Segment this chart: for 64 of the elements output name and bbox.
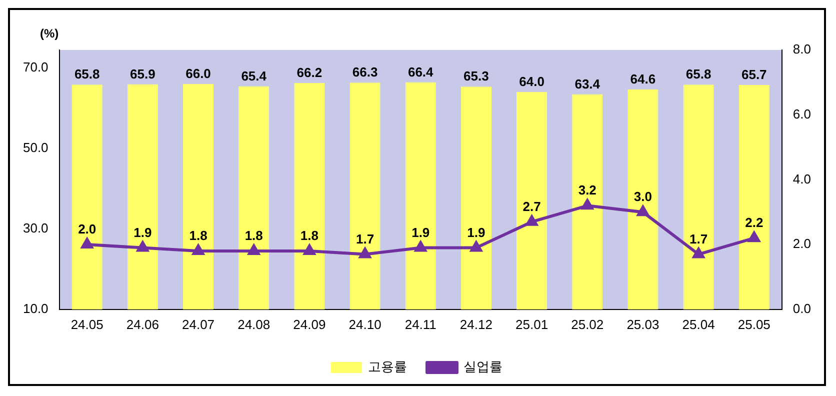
y-tick-label: 30.0: [22, 220, 48, 236]
point: [81, 238, 93, 249]
x-tick-label: 24.11: [404, 316, 436, 332]
data-label: 65.8: [74, 66, 100, 82]
x-tick-label: 24.05: [70, 316, 104, 332]
data-label: 65.7: [741, 67, 767, 82]
data-label: 66.2: [296, 65, 322, 80]
data-label: 1.8: [244, 228, 263, 244]
y2-tick-label: 8.0: [792, 42, 812, 57]
y-axis-title: (%): [40, 26, 59, 40]
data-label: 1.9: [134, 224, 152, 240]
data-label: 64.0: [519, 74, 544, 89]
y2-tick-label: 0.0: [792, 300, 812, 316]
point: [304, 244, 316, 256]
point: [136, 241, 149, 252]
point: [748, 232, 760, 242]
x-tick-label: 25.02: [571, 316, 604, 332]
y-tick-label: 50.0: [22, 140, 48, 155]
data-label: 65.4: [241, 68, 268, 84]
point: [582, 199, 594, 210]
x-tick-label: 25.03: [626, 316, 660, 332]
x-tick-label: 24.09: [293, 316, 326, 332]
data-label: 3.2: [578, 182, 596, 198]
data-label: 63.4: [574, 76, 601, 92]
data-label: 1.8: [300, 228, 318, 244]
data-label: 66.0: [186, 66, 211, 81]
data-label: 65.3: [464, 68, 489, 84]
y-tick-label: 70.0: [22, 59, 48, 74]
y-tick-label: 10.0: [22, 300, 48, 316]
point: [192, 244, 204, 256]
x-tick-label: 25.01: [516, 316, 548, 332]
point: [526, 215, 538, 226]
y2-tick-label: 4.0: [792, 171, 812, 186]
data-label: 66.3: [352, 64, 378, 80]
data-label: 2.2: [745, 215, 764, 230]
data-label: 1.9: [412, 224, 430, 240]
data-label: 1.8: [189, 228, 208, 244]
x-tick-label: 25.04: [682, 316, 715, 332]
data-label: 1.9: [467, 224, 486, 240]
point: [637, 206, 649, 216]
x-tick-label: 24.10: [348, 316, 382, 332]
data-label: 1.7: [356, 231, 374, 246]
legend-label: 고용률: [368, 359, 407, 374]
x-tick-label: 25.05: [738, 316, 770, 332]
point: [414, 241, 426, 252]
x-tick-label: 24.08: [238, 316, 270, 332]
data-label: 3.0: [634, 189, 652, 204]
data-label: 65.9: [130, 66, 156, 82]
data-label: 2.7: [522, 198, 541, 214]
y2-tick-label: 2.0: [792, 236, 812, 252]
x-tick-label: 24.06: [126, 316, 159, 332]
data-label: 66.4: [408, 64, 434, 80]
x-tick-label: 24.07: [182, 316, 215, 332]
y2-tick-label: 6.0: [792, 106, 812, 122]
point: [470, 241, 482, 252]
data-label: 1.7: [690, 231, 708, 246]
legend-label: 실업률: [464, 359, 502, 374]
point: [248, 244, 260, 256]
x-tick-label: 24.12: [460, 316, 492, 332]
data-label: 64.6: [630, 72, 656, 87]
point: [692, 248, 704, 258]
data-label: 2.0: [78, 222, 96, 237]
point: [359, 248, 371, 258]
data-label: 65.8: [686, 66, 712, 82]
